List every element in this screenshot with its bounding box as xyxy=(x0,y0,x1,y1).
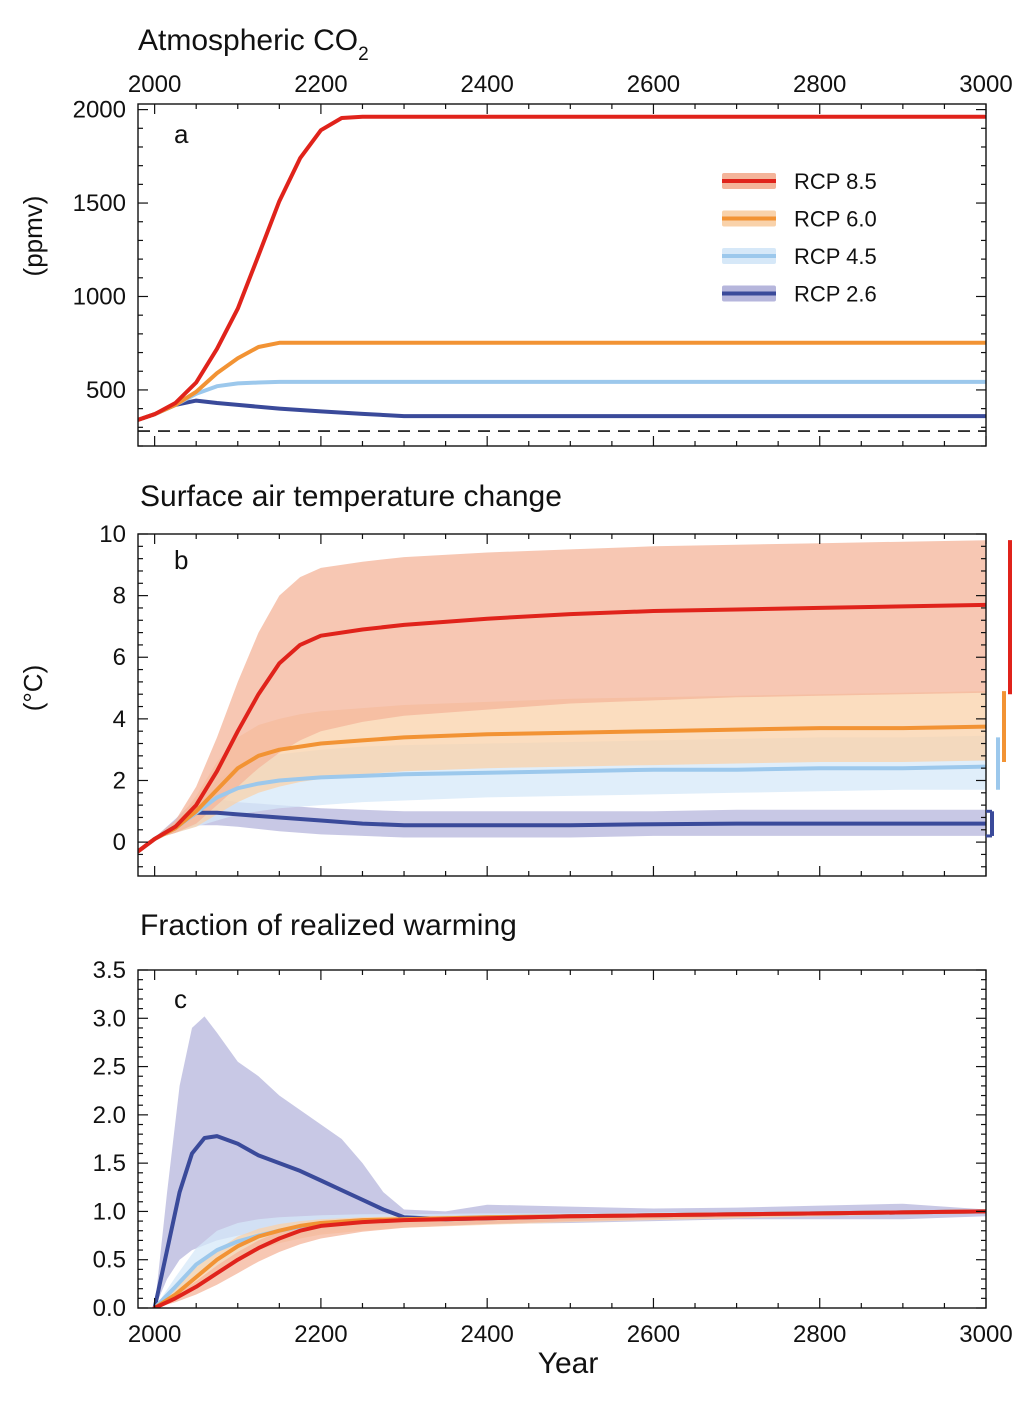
panel-c-band-rcp60 xyxy=(154,1211,986,1308)
panel-b-y-tick-label: 0 xyxy=(113,829,126,856)
panel-a-y-tick-label: 1500 xyxy=(73,190,126,217)
panel-c-band-rcp26 xyxy=(154,1016,986,1308)
panel-a-y-tick-label: 2000 xyxy=(73,97,126,124)
panel-c-data-layer xyxy=(152,1016,986,1308)
panel-b-y-tick-label: 8 xyxy=(113,583,126,610)
legend-label-rcp26: RCP 2.6 xyxy=(794,282,877,307)
panel-c-line-rcp85 xyxy=(152,1209,986,1308)
panel-a-line-rcp85 xyxy=(138,114,986,422)
x-tick-label-top: 2400 xyxy=(460,71,513,98)
panel-b-plot: 0 2 4 6 8 10 xyxy=(99,521,1012,877)
legend-label-rcp85: RCP 8.5 xyxy=(794,169,877,194)
panel-b-frame xyxy=(137,533,987,877)
panel-b-y-tick-label: 10 xyxy=(99,521,126,548)
x-tick-label-bottom: 3000 xyxy=(959,1321,1012,1348)
panel-a-frame xyxy=(137,103,987,447)
panel-c-y-tick-label: 2.5 xyxy=(93,1054,126,1081)
legend-label-rcp45: RCP 4.5 xyxy=(794,244,877,269)
x-tick-label-bottom: 2200 xyxy=(294,1321,347,1348)
panel-b-band-rcp60 xyxy=(138,691,986,852)
panel-b-letter: b xyxy=(174,545,188,575)
panel-c-y-tick-label: 0.0 xyxy=(93,1295,126,1322)
panel-b-title: Surface air temperature change xyxy=(140,480,562,513)
panel-c-y-tick-label: 2.0 xyxy=(93,1102,126,1129)
panel-a-y-tick-label: 1000 xyxy=(73,283,126,310)
panel-c-y-tick-label: 3.0 xyxy=(93,1005,126,1032)
panel-a-title: Atmospheric CO2 xyxy=(138,24,369,65)
panel-b-y-tick-label: 2 xyxy=(113,767,126,794)
x-tick-label-top: 2600 xyxy=(627,71,680,98)
panel-b-band-rcp85 xyxy=(138,540,986,852)
panel-a-plot: 2000 2200 2400 2600 2800 3000 500 1000 1500 2000 xyxy=(73,71,1013,447)
panel-c-title: Fraction of realized warming xyxy=(140,909,517,942)
x-axis-label: Year xyxy=(538,1347,599,1380)
x-tick-label-top: 3000 xyxy=(959,71,1012,98)
x-tick-label-top: 2000 xyxy=(128,71,181,98)
legend-label-rcp60: RCP 6.0 xyxy=(794,207,877,232)
panel-a-ylabel: (ppmv) xyxy=(18,196,48,277)
panel-c-y-tick-label: 1.5 xyxy=(93,1150,126,1177)
panel-b-y-tick-label: 6 xyxy=(113,644,126,671)
legend: RCP 8.5 RCP 6.0 RCP 4.5 RCP 2.6 xyxy=(722,169,877,307)
panel-b-line-rcp60 xyxy=(138,724,986,854)
panel-c-frame xyxy=(137,969,987,1309)
panel-c-letter: c xyxy=(174,984,187,1014)
panel-b-line-rcp85 xyxy=(138,602,986,854)
x-tick-label-top: 2800 xyxy=(793,71,846,98)
x-tick-label-bottom: 2400 xyxy=(460,1321,513,1348)
x-tick-label-bottom: 2600 xyxy=(627,1321,680,1348)
panel-b-data-layer xyxy=(138,540,986,854)
panel-c-plot: 2000 2200 2400 2600 2800 3000 0.0 0.5 1.0 1.5 2.0 2… xyxy=(93,957,1013,1348)
panel-c-y-tick-label: 0.5 xyxy=(93,1247,126,1274)
x-tick-label-top: 2200 xyxy=(294,71,347,98)
panel-a-line-rcp60 xyxy=(138,340,986,422)
panel-c-y-tick-label: 3.5 xyxy=(93,957,126,984)
x-tick-label-bottom: 2800 xyxy=(793,1321,846,1348)
panel-b-y-tick-label: 4 xyxy=(113,706,126,733)
panel-b-ylabel: (°C) xyxy=(18,665,48,712)
panel-a-letter: a xyxy=(174,119,189,149)
x-tick-label-bottom: 2000 xyxy=(128,1321,181,1348)
panel-c-y-tick-label: 1.0 xyxy=(93,1198,126,1225)
panel-a-data-layer xyxy=(138,114,986,432)
panel-a-line-rcp26 xyxy=(138,398,986,422)
panel-a-y-tick-label: 500 xyxy=(86,377,126,404)
